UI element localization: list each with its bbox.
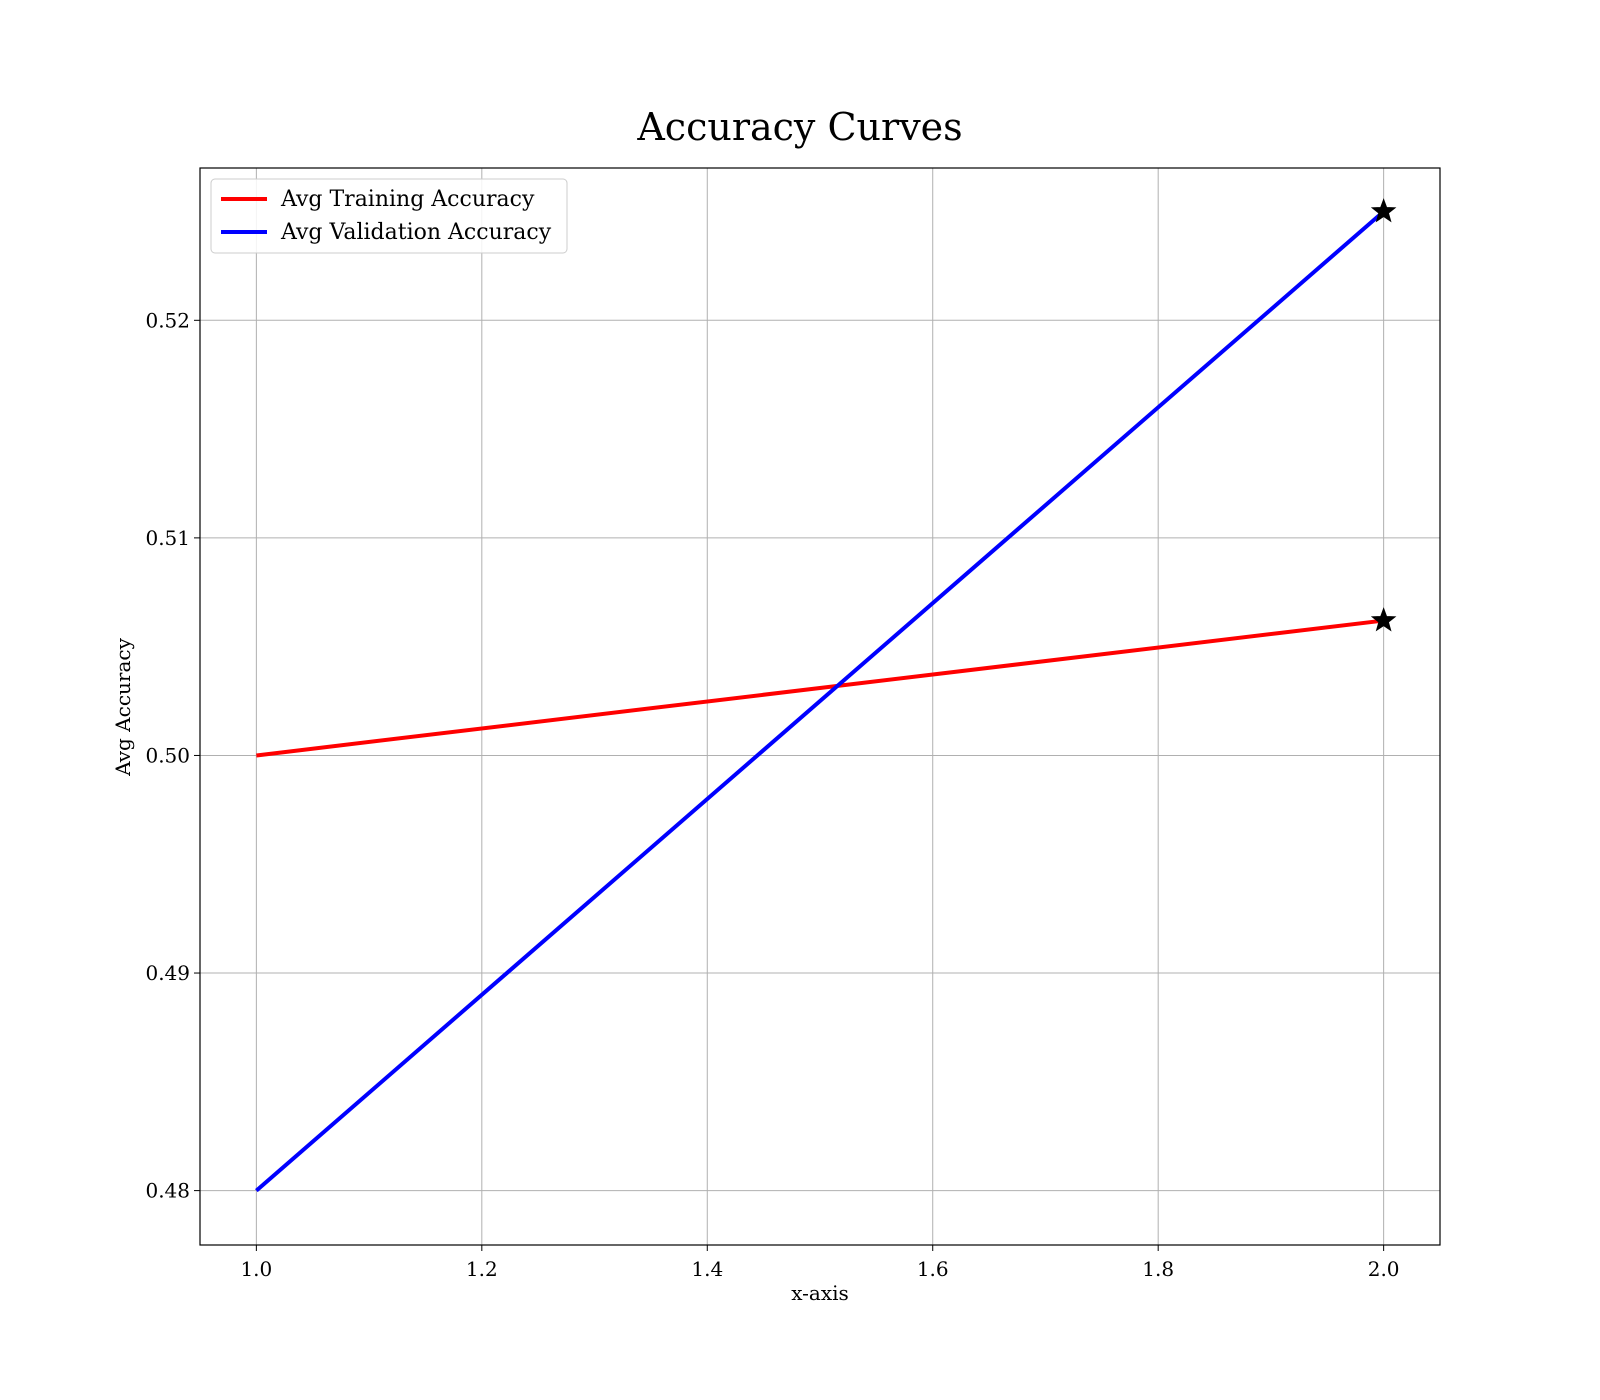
legend-box	[210, 178, 568, 254]
y-tick-label: 0.51	[145, 526, 190, 550]
grid	[200, 168, 1440, 1245]
x-tick-label: 2.0	[1368, 1257, 1400, 1281]
legend: Avg Training Accuracy Avg Validation Accu…	[210, 178, 568, 254]
series-lines	[255, 210, 1385, 1193]
chart-title: Accuracy Curves	[636, 105, 962, 149]
legend-label: Avg Training Accuracy	[280, 187, 535, 212]
star-icon	[1370, 607, 1397, 632]
x-tick-label: 1.0	[240, 1257, 272, 1281]
best-markers	[1370, 198, 1397, 632]
legend-label: Avg Validation Accuracy	[280, 220, 552, 245]
x-tick-label: 1.2	[466, 1257, 498, 1281]
plot-frame	[199, 167, 1441, 1246]
x-tick-label: 1.8	[1142, 1257, 1174, 1281]
x-tick-label: 1.4	[691, 1257, 723, 1281]
x-tick-label: 1.6	[917, 1257, 949, 1281]
y-tick-label: 0.49	[145, 961, 190, 985]
y-tick-label: 0.50	[145, 743, 190, 767]
y-ticks: 0.48 0.49 0.50 0.51 0.52	[145, 308, 200, 1203]
x-ticks: 1.0 1.2 1.4 1.6 1.8 2.0	[240, 1245, 1400, 1281]
y-axis-label: Avg Accuracy	[111, 637, 135, 777]
series-line-0	[256, 618, 1384, 758]
y-tick-label: 0.52	[145, 308, 190, 332]
series-line-1	[255, 210, 1385, 1193]
y-tick-label: 0.48	[145, 1179, 190, 1203]
x-axis-label: x-axis	[791, 1281, 849, 1305]
star-icon	[1370, 198, 1397, 223]
